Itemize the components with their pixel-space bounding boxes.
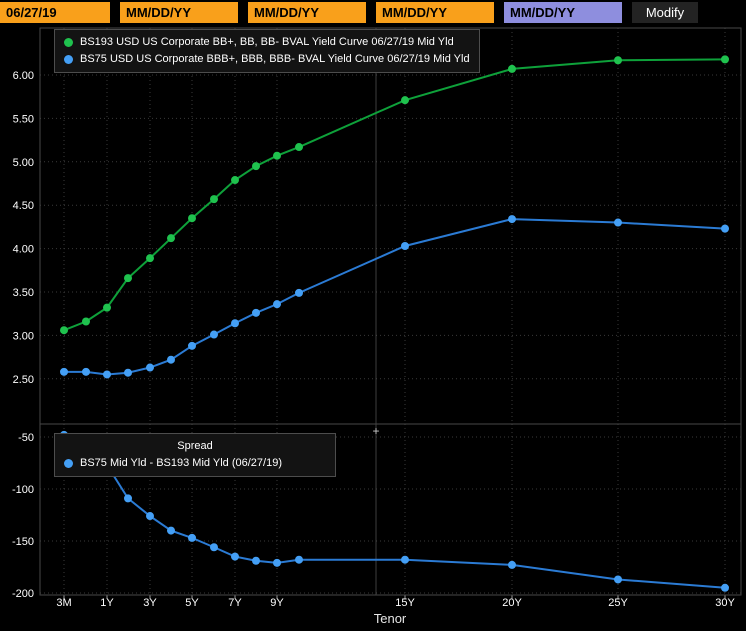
data-point: [103, 303, 111, 312]
bb-series-marker: [64, 38, 73, 47]
data-point: [60, 326, 68, 335]
data-point: [82, 317, 90, 326]
data-point: [401, 241, 409, 250]
crosshair-marker: +: [372, 424, 379, 438]
data-point: [167, 234, 175, 243]
main-panel-border: [39, 27, 742, 425]
data-point: [614, 575, 622, 584]
data-point: [614, 218, 622, 227]
data-point: [273, 558, 281, 567]
date-field-4[interactable]: MM/DD/YY: [376, 1, 494, 23]
bbb-series-label: BS75 USD US Corporate BBB+, BBB, BBB- BV…: [80, 53, 470, 65]
y-tick-label: 4.00: [13, 244, 34, 256]
data-point: [188, 533, 196, 542]
spread-series-marker: [64, 459, 73, 468]
data-point: [231, 319, 239, 328]
y-tick-label: -200: [12, 588, 34, 600]
legend-row-bb: BS193 USD US Corporate BB+, BB, BB- BVAL…: [64, 34, 470, 51]
data-point: [167, 355, 175, 364]
data-point: [188, 214, 196, 223]
y-tick-label: -150: [12, 536, 34, 548]
spread-legend-title: Spread: [177, 440, 213, 452]
x-tick-label: 25Y: [608, 597, 628, 609]
data-point: [721, 55, 729, 64]
data-point: [231, 176, 239, 185]
date-field-1[interactable]: 06/27/19: [0, 1, 110, 23]
x-tick-label: 7Y: [228, 597, 242, 609]
data-point: [210, 330, 218, 339]
x-tick-label: 15Y: [395, 597, 415, 609]
data-point: [146, 254, 154, 263]
x-tick-label: 20Y: [502, 597, 522, 609]
data-point: [210, 543, 218, 552]
x-tick-label: 5Y: [185, 597, 199, 609]
data-point: [252, 162, 260, 171]
yield-curve-line-1: [64, 218, 726, 376]
y-tick-label: 2.50: [13, 374, 34, 386]
data-point: [508, 64, 516, 73]
data-point: [60, 367, 68, 376]
data-point: [103, 370, 111, 379]
data-point: [231, 552, 239, 561]
data-point: [401, 96, 409, 105]
date-field-3[interactable]: MM/DD/YY: [248, 1, 366, 23]
spread-panel-border: [39, 423, 742, 596]
data-point: [188, 341, 196, 350]
yield-curve-dots-1: [60, 215, 729, 379]
x-axis-title: Tenor: [374, 611, 407, 626]
data-point: [167, 526, 175, 535]
data-point: [295, 143, 303, 152]
date-field-5[interactable]: MM/DD/YY: [504, 1, 622, 23]
yield-curve-line-0: [63, 58, 726, 332]
data-point: [721, 224, 729, 233]
data-point: [210, 195, 218, 204]
modify-button[interactable]: Modify: [632, 1, 698, 23]
x-tick-label: 1Y: [100, 597, 114, 609]
y-tick-label: 3.50: [13, 287, 34, 299]
x-tick-label: 3M: [56, 597, 71, 609]
y-tick-label: 6.00: [13, 70, 34, 82]
data-point: [273, 300, 281, 309]
spread-line-0: [63, 434, 726, 589]
data-point: [508, 215, 516, 224]
y-tick-label: 5.00: [13, 157, 34, 169]
data-point: [252, 308, 260, 317]
data-point: [614, 56, 622, 65]
data-point: [721, 583, 729, 592]
toolbar: 06/27/19 MM/DD/YY MM/DD/YY MM/DD/YY MM/D…: [0, 0, 746, 24]
yield-curve-chart[interactable]: 6.00 5.50 5.00 4.50 4.00 3.50 3.00 2.50 -50 -100 -…: [0, 24, 746, 631]
data-point: [124, 368, 132, 377]
x-tick-label: 30Y: [715, 597, 735, 609]
data-point: [146, 363, 154, 372]
legend-row-spread: BS75 Mid Yld - BS193 Mid Yld (06/27/19): [64, 455, 326, 472]
data-point: [401, 555, 409, 564]
data-point: [124, 274, 132, 283]
data-point: [508, 560, 516, 569]
data-point: [252, 556, 260, 565]
spread-legend: Spread BS75 Mid Yld - BS193 Mid Yld (06/…: [54, 433, 336, 477]
yield-curve-dots-0: [60, 55, 729, 335]
y-tick-label: 3.00: [13, 330, 34, 342]
y-tick-label: -100: [12, 484, 34, 496]
legend-row-bbb: BS75 USD US Corporate BBB+, BBB, BBB- BV…: [64, 51, 470, 68]
data-point: [82, 367, 90, 376]
x-tick-label: 3Y: [143, 597, 157, 609]
data-point: [273, 151, 281, 160]
y-tick-label: 5.50: [13, 113, 34, 125]
y-tick-label: 4.50: [13, 200, 34, 212]
y-tick-label: -50: [18, 432, 34, 444]
bb-series-label: BS193 USD US Corporate BB+, BB, BB- BVAL…: [80, 36, 454, 48]
data-point: [295, 288, 303, 297]
spread-series-label: BS75 Mid Yld - BS193 Mid Yld (06/27/19): [80, 457, 282, 469]
date-field-2[interactable]: MM/DD/YY: [120, 1, 238, 23]
bbb-series-marker: [64, 55, 73, 64]
data-point: [295, 555, 303, 564]
data-point: [146, 512, 154, 521]
x-tick-label: 9Y: [270, 597, 284, 609]
yield-curve-legend: BS193 USD US Corporate BB+, BB, BB- BVAL…: [54, 29, 480, 73]
data-point: [124, 494, 132, 503]
